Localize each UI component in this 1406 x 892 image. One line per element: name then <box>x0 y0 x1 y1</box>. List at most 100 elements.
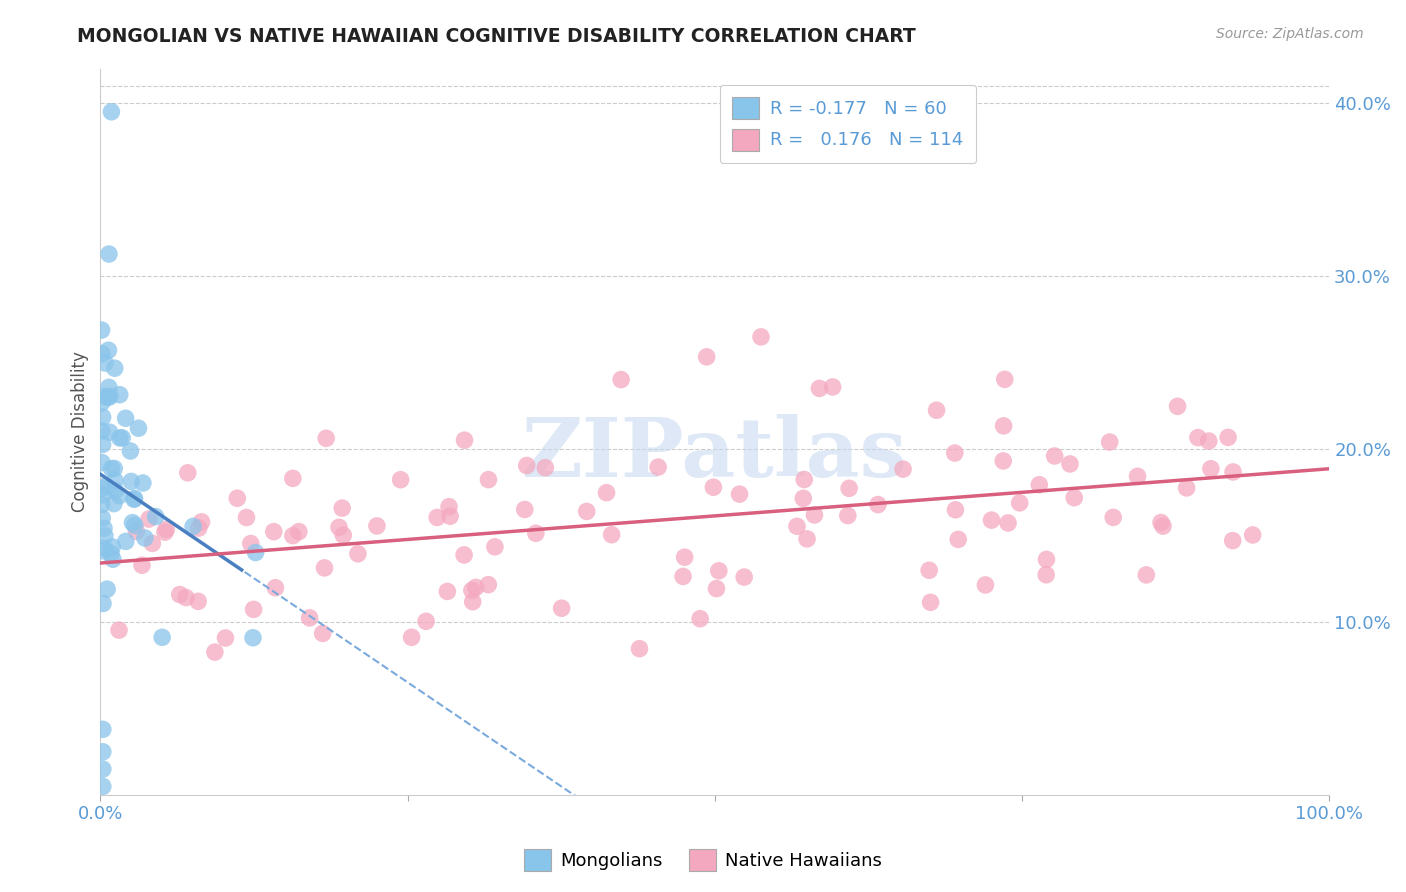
Point <box>190 515 212 529</box>
Point <box>477 473 499 487</box>
Point <box>647 460 669 475</box>
Point <box>838 481 860 495</box>
Text: Source: ZipAtlas.com: Source: ZipAtlas.com <box>1216 27 1364 41</box>
Point <box>426 510 449 524</box>
Point <box>100 461 122 475</box>
Point <box>263 524 285 539</box>
Point <box>111 431 134 445</box>
Point <box>974 578 997 592</box>
Point <box>1063 491 1085 505</box>
Point <box>174 591 197 605</box>
Point <box>328 520 350 534</box>
Point <box>124 491 146 506</box>
Point <box>122 492 145 507</box>
Point <box>242 631 264 645</box>
Point <box>314 561 336 575</box>
Point <box>298 611 321 625</box>
Point <box>98 247 121 261</box>
Point <box>610 373 633 387</box>
Point <box>93 541 115 556</box>
Point <box>100 547 122 561</box>
Point <box>1222 465 1244 479</box>
Point <box>125 524 148 539</box>
Point <box>1102 510 1125 524</box>
Point <box>439 509 461 524</box>
Point <box>90 498 112 512</box>
Point <box>513 502 536 516</box>
Point <box>1059 457 1081 471</box>
Point <box>91 410 114 425</box>
Point <box>93 521 115 535</box>
Point <box>94 529 117 543</box>
Point <box>315 431 337 445</box>
Point <box>993 418 1015 433</box>
Point <box>145 509 167 524</box>
Point <box>948 533 970 547</box>
Point <box>98 389 121 403</box>
Point <box>706 582 728 596</box>
Point <box>134 531 156 545</box>
Point <box>242 602 264 616</box>
Point <box>97 380 120 394</box>
Point <box>330 501 353 516</box>
Point <box>1028 477 1050 491</box>
Point <box>1222 533 1244 548</box>
Point <box>696 350 718 364</box>
Point <box>821 380 844 394</box>
Point <box>90 396 112 410</box>
Point <box>187 521 209 535</box>
Point <box>97 391 120 405</box>
Point <box>1152 519 1174 533</box>
Point <box>103 497 125 511</box>
Point <box>786 519 808 533</box>
Point <box>281 471 304 485</box>
Point <box>94 356 117 370</box>
Point <box>461 583 484 598</box>
Point <box>103 461 125 475</box>
Point <box>796 532 818 546</box>
Point <box>91 437 114 451</box>
Point <box>1043 449 1066 463</box>
Point <box>524 526 547 541</box>
Point <box>943 446 966 460</box>
Point <box>945 503 967 517</box>
Point <box>332 528 354 542</box>
Point <box>1098 435 1121 450</box>
Point <box>94 390 117 404</box>
Point <box>91 488 114 502</box>
Legend: R = -0.177   N = 60, R =   0.176   N = 114: R = -0.177 N = 60, R = 0.176 N = 114 <box>720 85 976 163</box>
Point <box>733 570 755 584</box>
Point <box>793 473 815 487</box>
Point <box>288 524 311 539</box>
Point <box>415 615 437 629</box>
Y-axis label: Cognitive Disability: Cognitive Disability <box>72 351 89 512</box>
Point <box>91 745 114 759</box>
Point <box>100 104 122 119</box>
Point <box>702 480 724 494</box>
Point <box>264 581 287 595</box>
Legend: Mongolians, Native Hawaiians: Mongolians, Native Hawaiians <box>516 842 890 879</box>
Point <box>312 626 335 640</box>
Point <box>347 547 370 561</box>
Point <box>97 343 120 358</box>
Point <box>803 508 825 522</box>
Point <box>728 487 751 501</box>
Point <box>91 723 114 737</box>
Point <box>90 323 112 337</box>
Point <box>91 481 114 495</box>
Point <box>437 500 460 514</box>
Point <box>239 536 262 550</box>
Point <box>1150 516 1173 530</box>
Point <box>187 594 209 608</box>
Point <box>235 510 257 524</box>
Point <box>595 485 617 500</box>
Point <box>177 466 200 480</box>
Point <box>628 641 651 656</box>
Point <box>1035 567 1057 582</box>
Point <box>707 564 730 578</box>
Point <box>993 454 1015 468</box>
Point <box>132 475 155 490</box>
Point <box>124 518 146 533</box>
Point <box>1175 481 1198 495</box>
Point <box>673 550 696 565</box>
